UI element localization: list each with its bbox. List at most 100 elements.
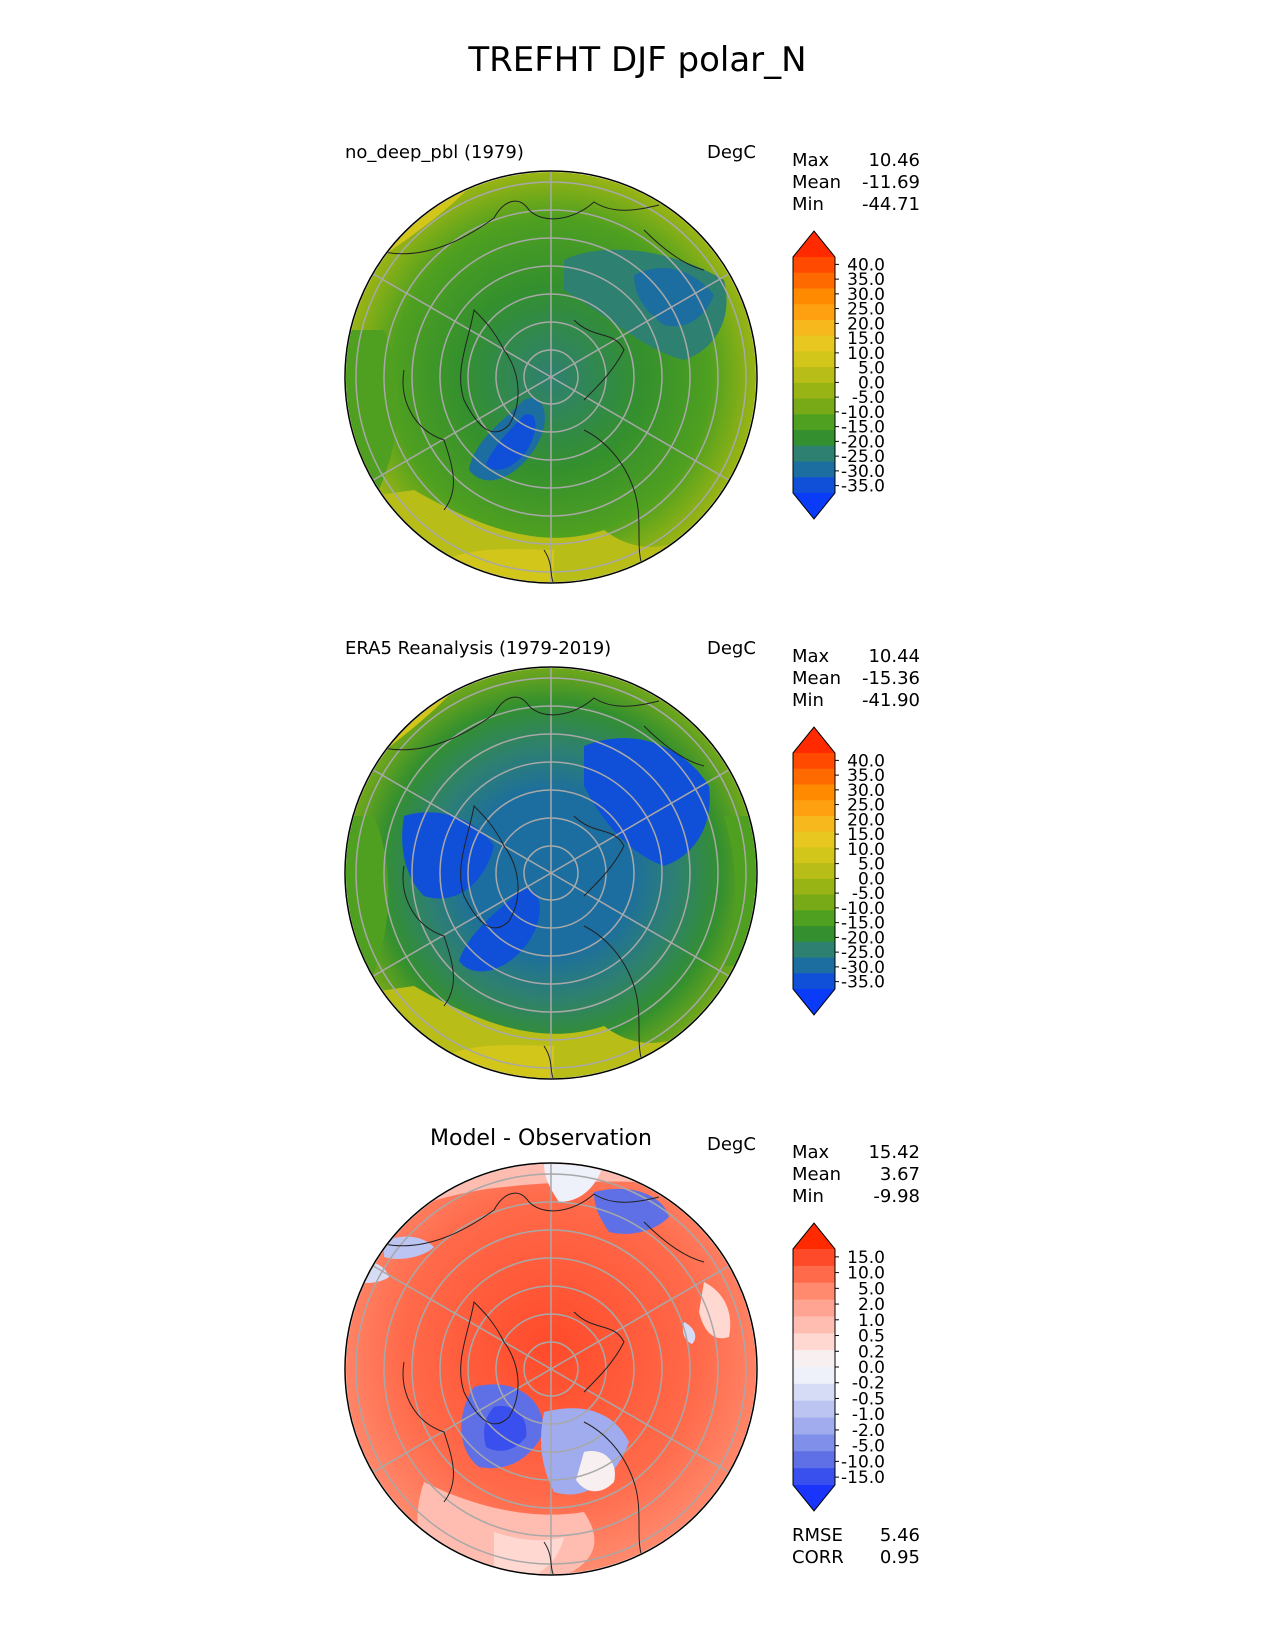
colorbar-tick-label: 0.5	[858, 1327, 885, 1347]
colorbar-segment	[793, 753, 835, 770]
polar-map	[344, 170, 758, 584]
colorbar-tick-label: 5.0	[858, 855, 885, 875]
metric-label: RMSE	[792, 1525, 843, 1546]
colorbar-tick-label: 1.0	[858, 1311, 885, 1331]
colorbar-segment	[793, 1417, 835, 1435]
colorbar-extend-max	[793, 231, 835, 257]
stat-value: 10.46	[868, 150, 920, 171]
colorbar-tick-label: 10.0	[847, 840, 885, 860]
colorbar-segment	[793, 894, 835, 911]
colorbar-tick-label: -0.2	[852, 1374, 885, 1394]
colorbar-tick-label: -5.0	[852, 884, 885, 904]
colorbar-tick-label: 0.2	[858, 1342, 885, 1362]
colorbar-segment	[793, 288, 835, 305]
colorbar-segment	[793, 831, 835, 848]
stat-value: -11.69	[861, 172, 920, 193]
colorbar-segment	[793, 784, 835, 801]
colorbar-segment	[793, 1350, 835, 1368]
colorbar-tick-label: 40.0	[847, 255, 885, 275]
colorbar-tick-label: -20.0	[841, 432, 885, 452]
colorbar-tick-label: -0.5	[852, 1389, 885, 1409]
panel-title: ERA5 Reanalysis (1979-2019)	[345, 638, 612, 659]
colorbar-tick-label: -10.0	[841, 899, 885, 919]
colorbar-tick-label: 35.0	[847, 766, 885, 786]
colorbar-tick-label: -25.0	[841, 943, 885, 963]
colorbar-segment	[793, 257, 835, 274]
stat-label: Max	[792, 1142, 830, 1163]
colorbar-tick-label: 15.0	[847, 825, 885, 845]
colorbar-extend-min	[793, 1485, 835, 1511]
colorbar-segment	[793, 768, 835, 785]
colorbar-tick-label: -15.0	[841, 914, 885, 934]
colorbar-segment	[793, 1333, 835, 1351]
colorbar-tick-label: 30.0	[847, 781, 885, 801]
colorbar-tick-label: -1.0	[852, 1405, 885, 1425]
metrics-box: RMSE 5.46 CORR 0.95	[792, 1525, 920, 1569]
colorbar-outline	[792, 726, 836, 1016]
stat-value: 3.67	[879, 1164, 920, 1185]
stats-box: Max 10.44 Mean -15.36 Min -41.90	[792, 646, 920, 712]
colorbar-segment	[793, 430, 835, 447]
colorbar-tick-label: 40.0	[847, 751, 885, 771]
colorbar-tick-label: -25.0	[841, 447, 885, 467]
colorbar-tick-label: 30.0	[847, 285, 885, 305]
colorbar-tick-label: -10.0	[841, 403, 885, 423]
colorbar-segment	[793, 847, 835, 864]
test-panel: no_deep_pbl (1979) DegC Max 10.46 Mean -11…	[0, 120, 1275, 600]
colorbar-segment	[793, 910, 835, 927]
colorbar-tick-label: -35.0	[841, 973, 885, 993]
colorbar-tick-label: -5.0	[852, 1437, 885, 1457]
coastlines	[383, 200, 705, 582]
stat-label: Mean	[792, 172, 842, 193]
colorbar-tick-label: 15.0	[847, 329, 885, 349]
colorbar-segment	[793, 957, 835, 974]
polar-map	[344, 1162, 758, 1576]
stat-value: -9.98	[873, 1186, 920, 1207]
colorbar-tick-label: 0.0	[858, 869, 885, 889]
colorbar-tick-label: -5.0	[852, 388, 885, 408]
colorbar-segment	[793, 304, 835, 321]
colorbar-segment	[793, 335, 835, 352]
colorbar-tick-label: -15.0	[841, 418, 885, 438]
stat-label: Min	[792, 1186, 824, 1207]
colorbar-segment	[793, 414, 835, 431]
metric-value: 5.46	[879, 1525, 920, 1546]
stats-box: Max 10.46 Mean -11.69 Min -44.71	[792, 150, 920, 216]
colorbar-tick-label: 20.0	[847, 314, 885, 334]
colorbar-segment	[793, 926, 835, 943]
colorbar-tick-label: 20.0	[847, 810, 885, 830]
colorbar-segment	[793, 445, 835, 463]
colorbar-segment	[793, 1434, 835, 1452]
colorbar-tick-label: 5.0	[858, 359, 885, 379]
colorbar-tick-label: 0.0	[858, 1358, 885, 1378]
colorbar-tick-label: 25.0	[847, 796, 885, 816]
units-label: DegC	[707, 638, 756, 659]
colorbar-outline	[792, 230, 836, 520]
colorbar-segment	[793, 1265, 835, 1284]
colorbar-segment	[793, 272, 835, 289]
metric-label: CORR	[792, 1547, 844, 1568]
colorbar-tick-label: 0.0	[858, 373, 885, 393]
colorbar-extend-min	[793, 989, 835, 1015]
coastlines	[383, 696, 705, 1078]
polar-map	[344, 666, 758, 1080]
colorbar-segment	[793, 1299, 835, 1317]
colorbar-segment	[793, 398, 835, 415]
colorbar-extend-max	[793, 1223, 835, 1249]
metric-value: 0.95	[879, 1547, 920, 1568]
colorbar-tick-label: 10.0	[847, 1264, 885, 1284]
units-label: DegC	[707, 142, 756, 163]
colorbar-extend-max	[793, 727, 835, 753]
colorbar-outline	[792, 1222, 836, 1512]
colorbar-tick-label: 15.0	[847, 1248, 885, 1268]
stat-label: Max	[792, 646, 830, 667]
colorbar-segment	[793, 800, 835, 817]
panel-title: no_deep_pbl (1979)	[345, 142, 524, 163]
colorbar-tick-label: 5.0	[858, 1279, 885, 1299]
colorbar: 40.035.030.025.020.015.010.05.00.0-5.0-1…	[792, 726, 885, 1016]
panel-title: Model - Observation	[430, 1126, 652, 1151]
stats-box: Max 15.42 Mean 3.67 Min -9.98	[792, 1142, 920, 1208]
stat-label: Mean	[792, 668, 842, 689]
stat-value: -41.90	[861, 690, 920, 711]
colorbar-tick-label: -35.0	[841, 477, 885, 497]
